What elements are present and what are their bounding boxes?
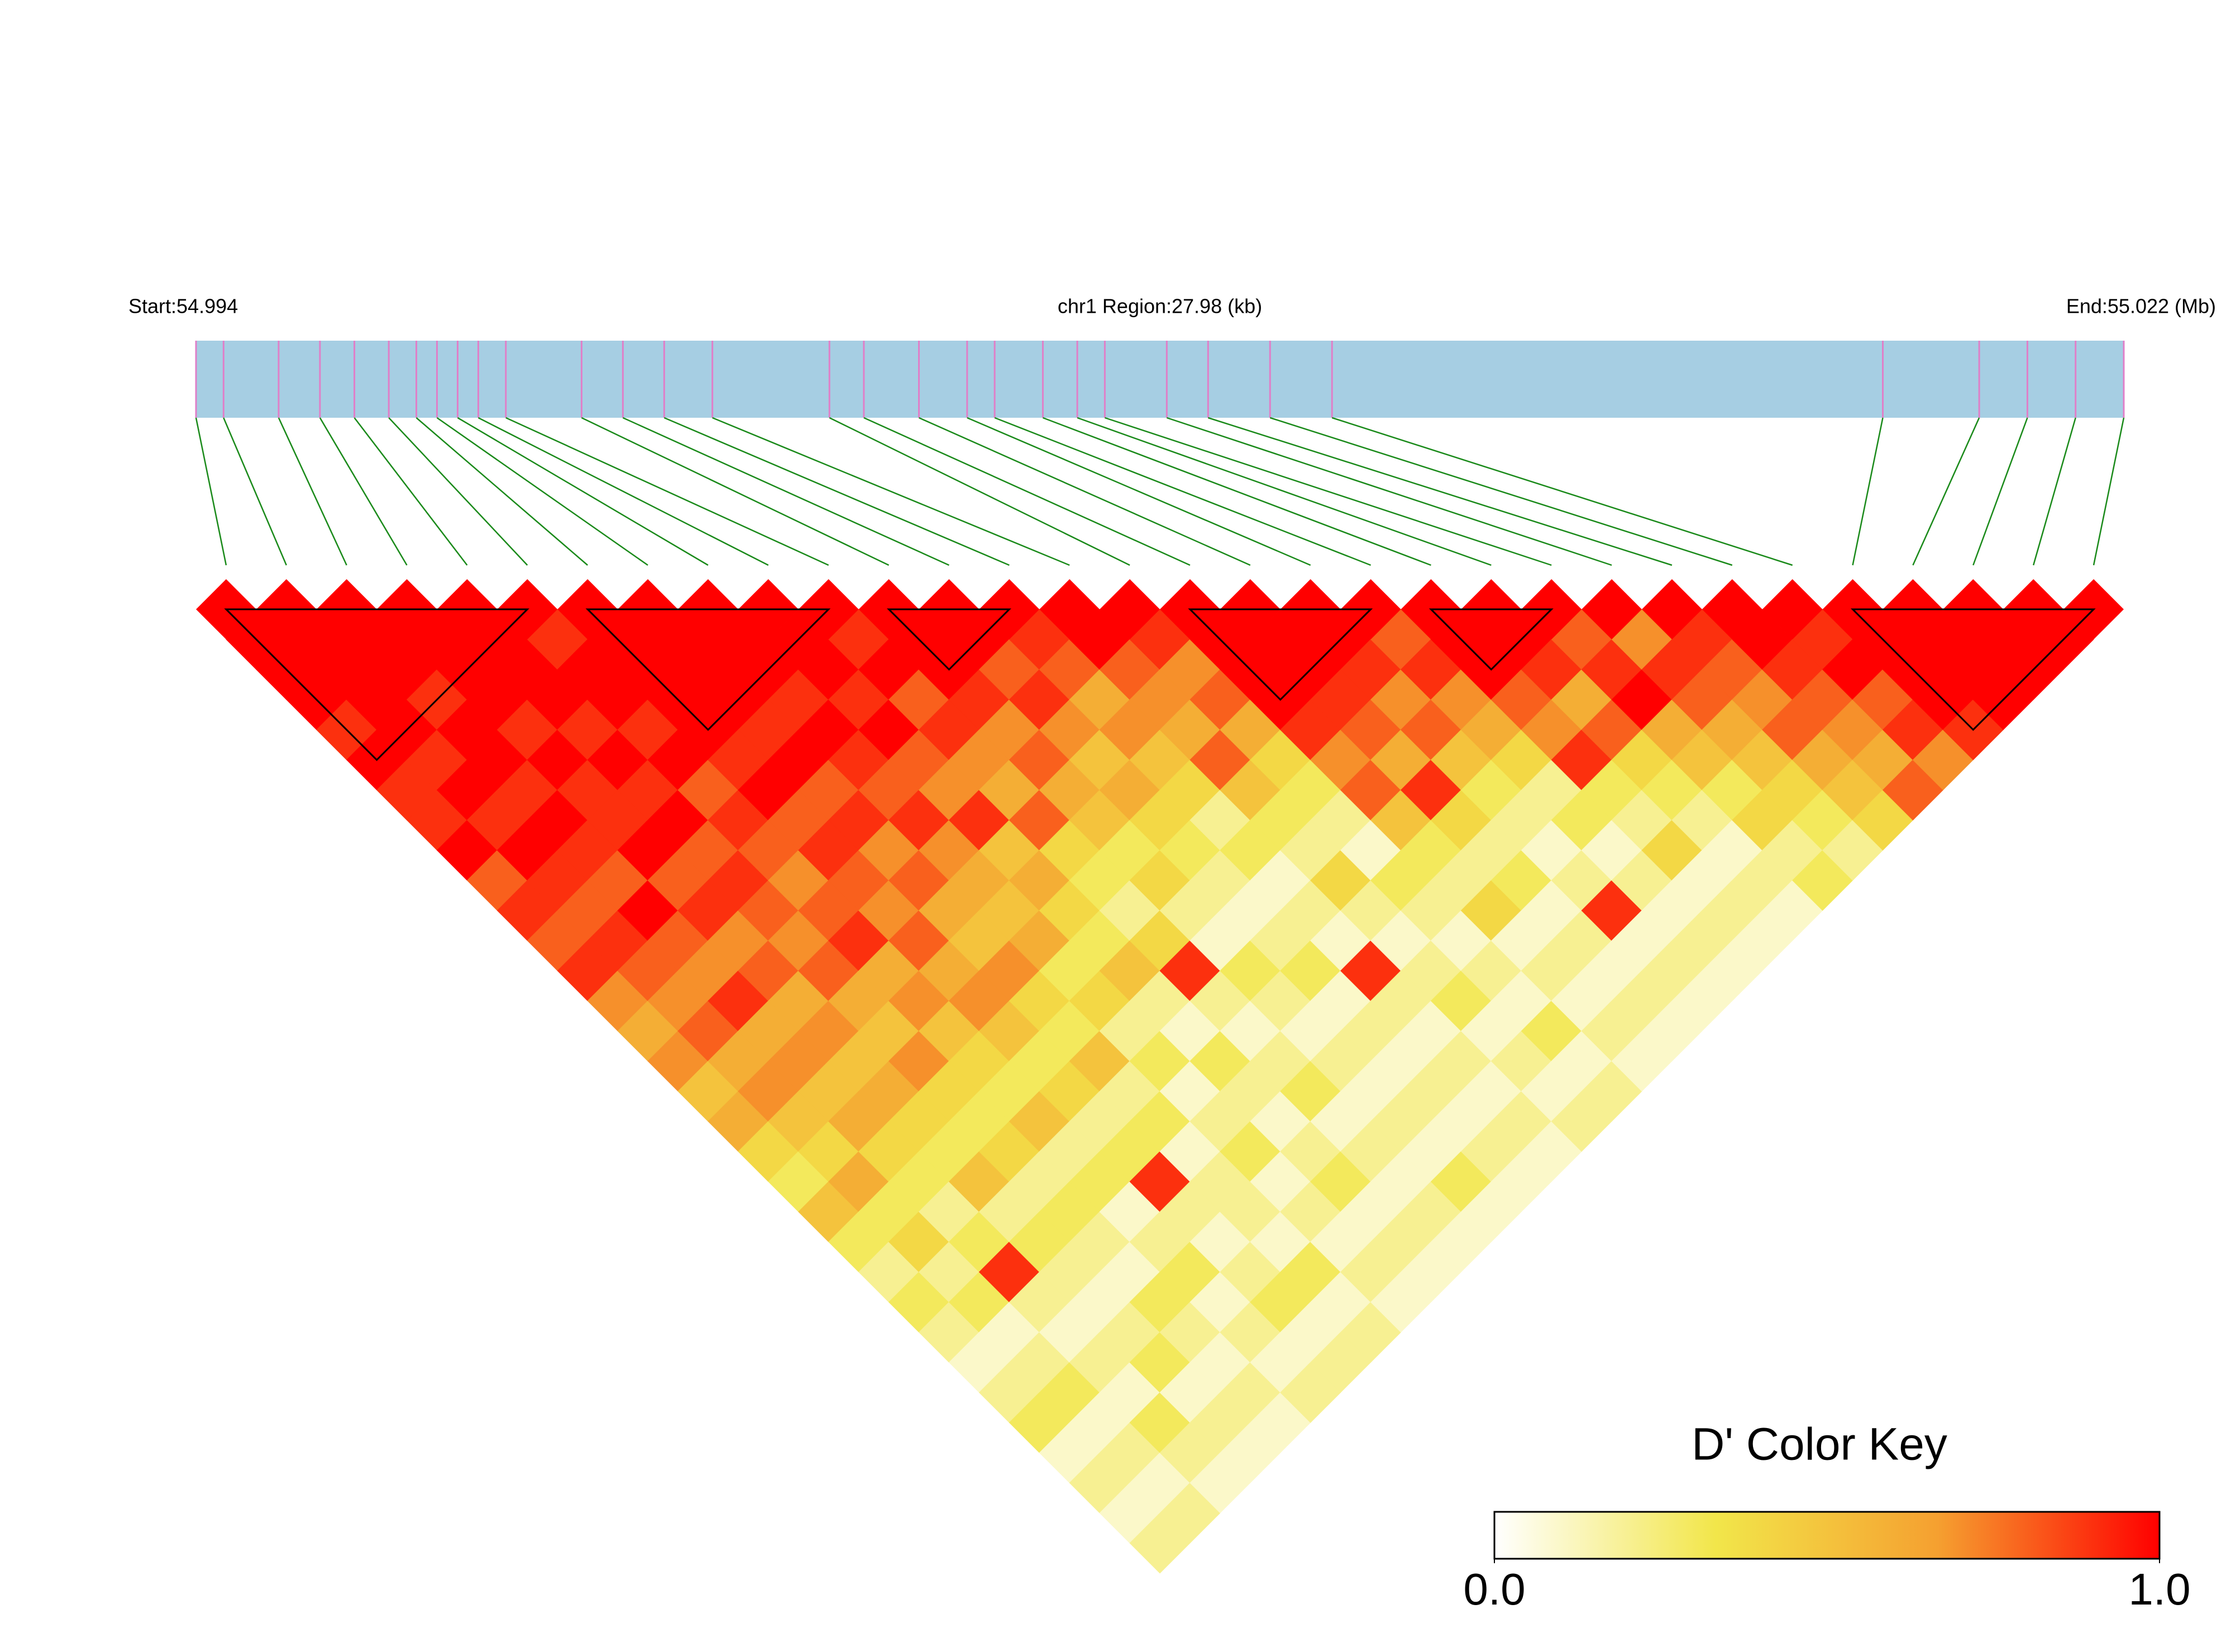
ld-block-outline	[1429, 608, 1554, 671]
ld-block-outline	[224, 608, 529, 761]
snp-connector	[1912, 417, 1980, 566]
ld-block-outline	[585, 608, 831, 731]
snp-connector	[829, 417, 1130, 566]
snp-diamond	[1100, 579, 1160, 639]
snp-connector	[663, 417, 1010, 566]
snp-connector	[918, 417, 1251, 566]
snp-connector	[2032, 417, 2076, 566]
key-tick-label: 1.0	[2128, 1564, 2190, 1614]
snp-connector	[967, 417, 1311, 566]
snp-connector	[1166, 417, 1612, 566]
ld-block-outline	[1850, 608, 2096, 731]
start-label: Start:54.994	[128, 295, 238, 318]
snp-connector	[223, 417, 287, 566]
ld-block-outline	[886, 608, 1011, 671]
snp-diamond	[1642, 579, 1702, 639]
snp-diamond	[1702, 579, 1762, 639]
key-title: D' Color Key	[1692, 1419, 1947, 1470]
snp-connector	[436, 417, 648, 566]
snp-connector	[581, 417, 890, 566]
snp-connector	[1852, 417, 1884, 566]
position-track	[196, 341, 2124, 418]
snp-connector	[712, 417, 1070, 566]
key-tick-label: 0.0	[1463, 1564, 1525, 1614]
snp-connector	[1269, 417, 1733, 566]
snp-connector	[1207, 417, 1673, 566]
snp-diamond	[1582, 579, 1642, 639]
snp-connector	[1042, 417, 1431, 566]
end-label: End:55.022 (Mb)	[2066, 295, 2216, 318]
snp-connector	[415, 417, 589, 566]
snp-diamond	[1039, 579, 1100, 639]
snp-connector	[195, 417, 227, 566]
snp-diamond	[1762, 579, 1823, 639]
snp-connector	[1331, 417, 1793, 566]
snp-connector	[863, 417, 1191, 566]
snp-connector	[1077, 417, 1492, 566]
snp-connector	[1972, 417, 2028, 566]
snp-connector	[388, 417, 528, 566]
snp-connector	[2093, 417, 2125, 566]
snp-connector	[319, 417, 408, 566]
snp-connector	[505, 417, 829, 566]
snp-connector	[994, 417, 1372, 566]
snp-connector	[622, 417, 949, 566]
color-key	[1493, 1511, 2161, 1560]
snp-connector	[278, 417, 347, 566]
snp-connector	[477, 417, 769, 566]
snp-connector	[353, 417, 468, 566]
snp-connector	[457, 417, 709, 566]
snp-connector	[1104, 417, 1552, 566]
chart-title: chr1 Region:27.98 (kb)	[1058, 295, 1262, 318]
ld-block-outline	[1188, 608, 1373, 701]
